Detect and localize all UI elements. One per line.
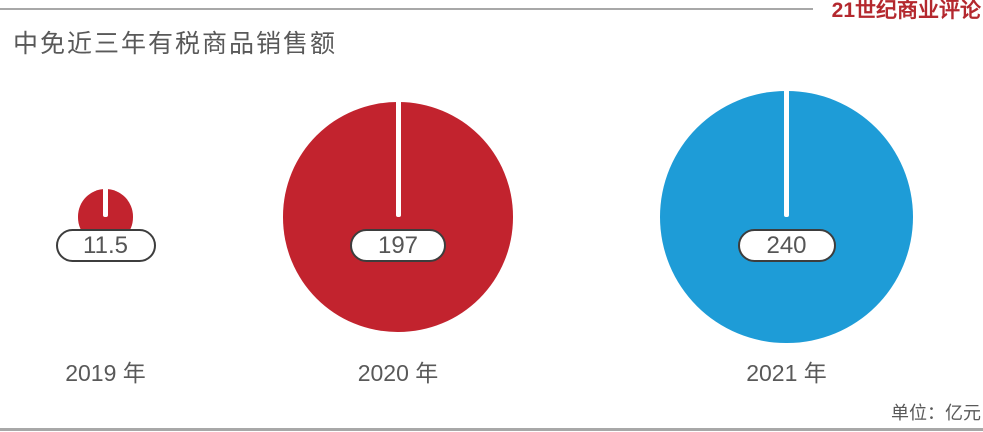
year-label-2019: 2019 年 (65, 360, 146, 386)
year-label-2020: 2020 年 (357, 360, 439, 386)
top-divider-line (0, 8, 813, 10)
bubble-circle-2021 (660, 90, 913, 344)
value-pill-2020: 197 (350, 229, 446, 262)
year-label-2021: 2021 年 (746, 360, 827, 386)
chart-title: 中免近三年有税商品销售额 (13, 30, 338, 58)
bubble-needle-2019 (103, 189, 108, 217)
magazine-logo: 21世纪商业评论 (831, 0, 981, 22)
value-label-2020: 197 (377, 231, 419, 259)
value-label-2021: 240 (766, 231, 807, 259)
bottom-divider-line (0, 428, 983, 431)
unit-note: 单位：亿元 (891, 403, 981, 423)
bubble-circle-2020 (283, 102, 513, 332)
bubble-needle-2020 (395, 102, 401, 217)
value-pill-2021: 240 (737, 229, 836, 262)
value-pill-2019: 11.5 (55, 229, 156, 262)
bubble-circle-2019 (77, 189, 134, 245)
bubble-needle-2021 (784, 90, 789, 217)
value-label-2019: 11.5 (83, 231, 128, 259)
